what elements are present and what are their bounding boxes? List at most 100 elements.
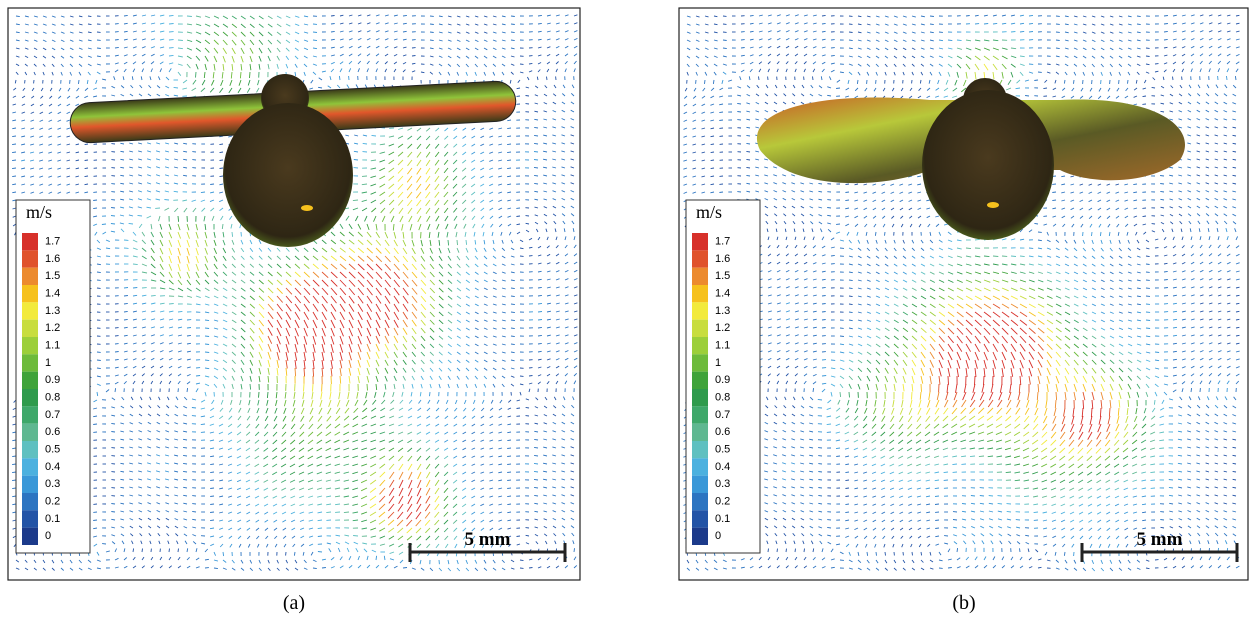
vector [358,336,361,344]
vector [223,232,224,237]
vector [768,39,771,40]
vector [426,144,430,149]
vector [385,62,388,65]
vector [304,288,310,295]
vector [964,80,967,86]
vector [1092,40,1095,42]
vector [507,496,511,497]
vector [480,160,484,162]
vector [418,216,421,222]
vector [858,40,862,41]
vector [169,232,172,238]
vector [489,152,493,153]
vector [165,86,169,88]
vector [169,327,173,328]
vector [480,504,484,506]
vector [439,368,442,371]
vector [502,16,506,17]
vector [737,87,741,89]
vector [48,168,52,169]
vector [786,54,789,56]
vector [142,311,146,312]
vector [535,527,538,528]
vector [802,85,804,88]
vector [543,127,547,128]
vector [268,24,272,27]
vector [156,471,160,472]
vector [430,392,431,396]
vector [417,544,421,548]
vector [430,304,435,309]
vector [210,432,214,433]
vector [202,208,206,212]
vector [565,373,568,376]
vector [52,568,55,571]
vector [97,560,101,561]
vector [426,432,430,434]
vector [556,327,560,328]
vector [529,376,533,377]
vector [466,72,468,76]
vector [133,31,137,32]
vector [247,424,251,428]
vector [277,352,279,360]
vector [786,69,787,72]
vector [1164,55,1167,56]
vector [39,152,43,153]
vector [1191,31,1195,32]
vector [240,224,241,228]
vector [561,151,565,152]
vector [421,272,426,277]
vector [457,248,459,253]
vector [407,528,412,533]
vector [435,160,439,165]
vector [93,208,97,209]
vector [804,15,808,16]
vector [361,512,367,514]
vector [448,72,450,75]
vector [511,368,515,369]
vector [417,424,421,426]
vector [196,240,198,247]
vector [493,368,496,370]
vector [955,80,957,85]
vector [493,344,497,345]
vector [25,40,29,41]
vector [231,72,232,79]
vector [502,56,505,58]
vector [867,32,871,33]
vector [151,351,155,353]
vector [786,38,789,40]
vector [448,280,452,284]
vector [250,560,252,563]
vector [465,232,466,237]
vector [48,144,52,145]
vector [214,16,219,18]
vector [920,80,921,84]
vector [403,312,408,319]
vector [439,336,443,339]
vector [406,520,412,526]
vector [547,69,549,72]
vector [169,15,174,16]
vector [219,416,223,419]
vector [428,400,430,404]
vector [129,199,133,200]
vector [741,55,745,56]
vector [481,424,484,426]
vector [34,24,38,25]
vector [885,56,888,58]
vector [498,200,502,202]
vector [571,430,574,432]
vector [286,296,292,303]
vector [214,328,218,329]
vector [43,560,45,563]
vector [340,256,346,261]
vector [448,56,451,58]
vector [205,384,209,386]
vector [259,240,261,244]
vector [417,496,421,504]
vector [462,472,466,474]
vector [389,440,394,442]
vector [295,328,299,336]
